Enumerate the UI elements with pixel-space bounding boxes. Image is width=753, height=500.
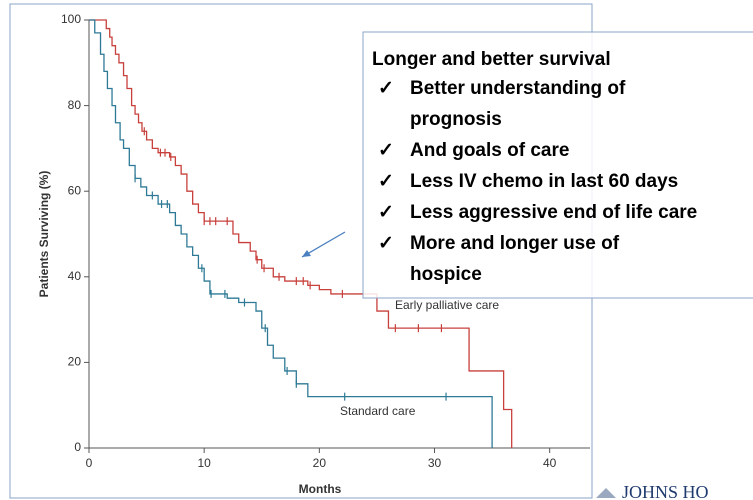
check-mark: ✓ xyxy=(378,140,394,161)
arrow xyxy=(301,231,346,258)
check-mark: ✓ xyxy=(378,171,394,192)
y-tick-label: 100 xyxy=(61,12,81,26)
callout-item: hospice xyxy=(410,264,482,285)
check-mark: ✓ xyxy=(378,78,394,99)
x-tick-label: 20 xyxy=(313,456,327,470)
callout-item: More and longer use of xyxy=(410,233,620,254)
callout-box xyxy=(362,31,753,299)
logo-mark xyxy=(596,488,616,498)
x-tick-label: 10 xyxy=(197,456,211,470)
x-tick-label: 30 xyxy=(428,456,442,470)
x-tick-label: 0 xyxy=(86,456,93,470)
y-tick-label: 60 xyxy=(68,183,82,197)
y-tick-label: 20 xyxy=(68,355,82,369)
series-label: Early palliative care xyxy=(395,298,499,312)
check-mark: ✓ xyxy=(378,202,394,223)
x-tick-label: 40 xyxy=(543,456,557,470)
y-axis-label: Patients Surviving (%) xyxy=(37,171,51,298)
callout-title: Longer and better survival xyxy=(372,49,611,70)
survival-curve xyxy=(89,19,493,448)
survival-curve xyxy=(89,19,513,448)
x-axis-label: Months xyxy=(299,482,342,496)
callout-item: Better understanding of xyxy=(410,78,626,99)
y-tick-label: 40 xyxy=(68,269,82,283)
callout-item: Less aggressive end of life care xyxy=(410,202,697,223)
check-mark: ✓ xyxy=(378,233,394,254)
series-label: Standard care xyxy=(340,404,416,418)
y-tick-label: 80 xyxy=(68,98,82,112)
plot: 0 20 40 60 80 100 0 10 20 30 40 Early palliative ca… xyxy=(61,12,557,470)
callout-item: And goals of care xyxy=(410,140,569,161)
callout-item: Less IV chemo in last 60 days xyxy=(410,171,678,192)
arrow-head xyxy=(302,250,311,257)
logo: JOHNS HO xyxy=(622,482,709,500)
callout: Longer and better survival ✓ Better unders… xyxy=(372,49,697,285)
y-tick-label: 0 xyxy=(74,440,81,454)
callout-item: prognosis xyxy=(410,109,502,130)
